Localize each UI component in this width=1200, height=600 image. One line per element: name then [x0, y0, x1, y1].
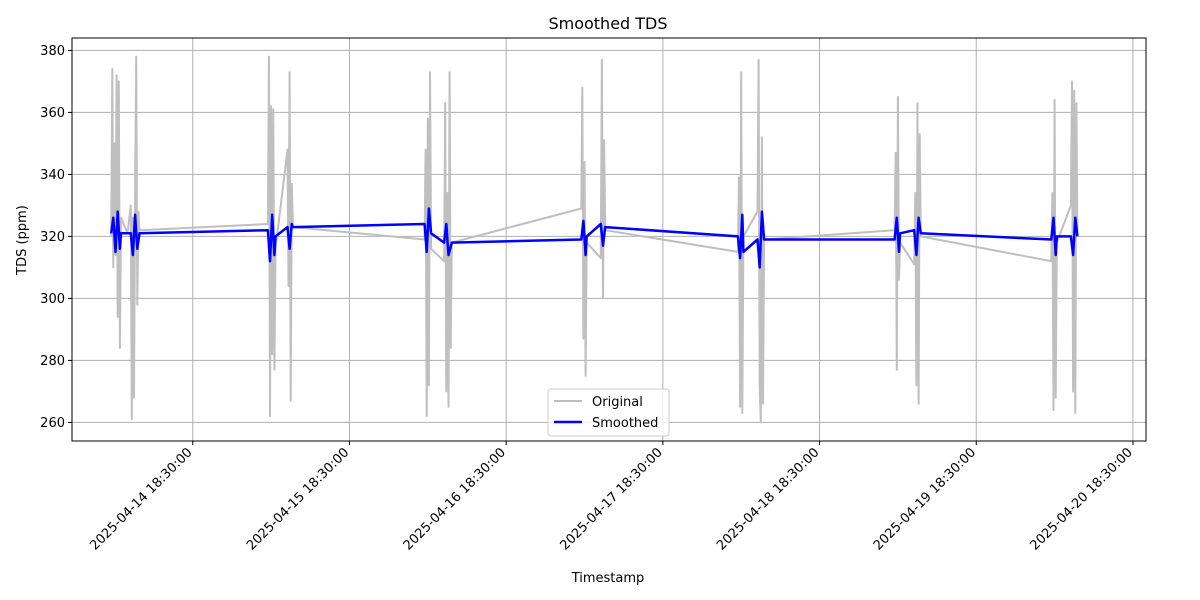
legend: Original Smoothed	[547, 388, 670, 437]
legend-label-original: Original	[592, 395, 643, 410]
y-tick-label: 280	[40, 354, 65, 369]
plot-area	[109, 55, 1079, 424]
series-line-smoothed	[109, 207, 1079, 269]
chart-title: Smoothed TDS	[548, 14, 667, 33]
y-tick-label: 300	[40, 292, 65, 307]
y-tick-label: 260	[40, 416, 65, 431]
y-tick-label: 320	[40, 230, 65, 245]
y-axis-label: TDS (ppm)	[15, 205, 30, 276]
x-axis-label: Timestamp	[571, 571, 645, 586]
y-axis: 260 280 300 320 340 360 380	[40, 44, 72, 431]
legend-label-smoothed: Smoothed	[592, 416, 658, 431]
y-tick-label: 360	[40, 106, 65, 121]
y-tick-label: 340	[40, 168, 65, 183]
series-line-original	[110, 55, 1079, 424]
y-tick-label: 380	[40, 44, 65, 59]
axes-frame	[71, 37, 1147, 442]
